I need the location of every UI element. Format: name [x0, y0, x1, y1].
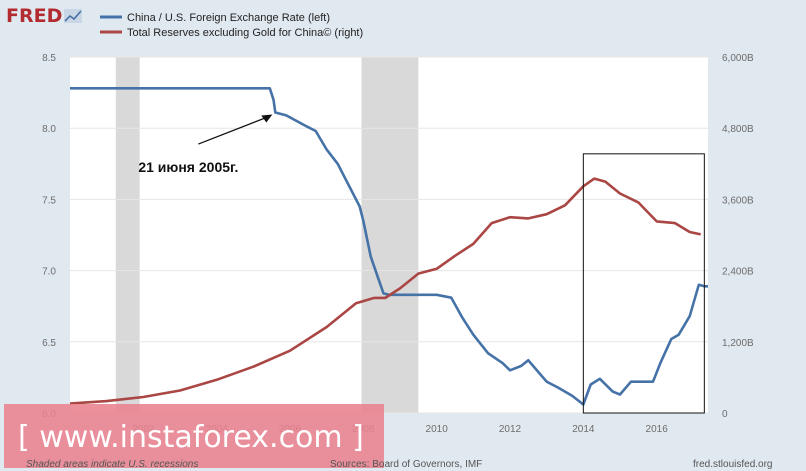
annotation-label: 21 июня 2005г. [138, 159, 238, 175]
legend-label: China / U.S. Foreign Exchange Rate (left… [127, 12, 330, 24]
right-tick-label: 2,400B [722, 267, 754, 278]
left-tick-label: 8.0 [42, 124, 56, 135]
right-tick-label: 0 [722, 409, 728, 420]
fred-logo-graph-icon [64, 9, 82, 23]
legend-label: Total Reserves excluding Gold for China©… [127, 27, 363, 39]
legend: China / U.S. Foreign Exchange Rate (left… [100, 12, 363, 39]
left-tick-label: 7.0 [42, 267, 56, 278]
right-tick-label: 4,800B [722, 124, 754, 135]
series-lines [69, 87, 708, 406]
exchange-rate-line [70, 87, 708, 406]
recession-band [361, 57, 419, 413]
annotation-arrowhead [261, 114, 273, 123]
left-tick-label: 7.5 [42, 195, 56, 206]
recession-shading [115, 57, 419, 413]
watermark-text: [ www.instaforex.com ] [18, 420, 364, 455]
fred-logo[interactable]: FRED [6, 5, 62, 27]
x-tick-label: 2012 [499, 424, 522, 435]
x-tick-label: 2016 [646, 424, 669, 435]
right-tick-label: 3,600B [722, 195, 754, 206]
x-tick-label: 2010 [426, 424, 449, 435]
right-tick-label: 1,200B [722, 338, 754, 349]
chart-footer: Shaded areas indicate U.S. recessions So… [26, 459, 773, 470]
left-tick-label: 8.5 [42, 53, 56, 64]
annotation-arrow [198, 116, 267, 145]
reserves-line [69, 177, 701, 405]
recession-note: Shaded areas indicate U.S. recessions [26, 459, 198, 470]
highlight-box [582, 153, 705, 414]
chart-header: FRED China / U.S. Foreign Exchange Rate … [6, 5, 363, 39]
right-tick-label: 6,000B [722, 53, 754, 64]
watermark-bg [4, 404, 384, 468]
recession-band [115, 57, 140, 413]
watermark-banner: [ www.instaforex.com ] [4, 404, 384, 468]
x-tick-label: 2014 [572, 424, 595, 435]
sources-text: Sources: Board of Governors, IMF [330, 459, 482, 470]
annotation-overlay: 21 июня 2005г. [138, 114, 705, 414]
site-link[interactable]: fred.stlouisfed.org [693, 459, 773, 470]
left-tick-label: 6.5 [42, 338, 56, 349]
right-axis-ticks: 0 1,200B 2,400B 3,600B 4,800B 6,000B [722, 53, 754, 420]
left-axis-ticks: 6.06.57.07.58.08.5 [42, 53, 56, 420]
